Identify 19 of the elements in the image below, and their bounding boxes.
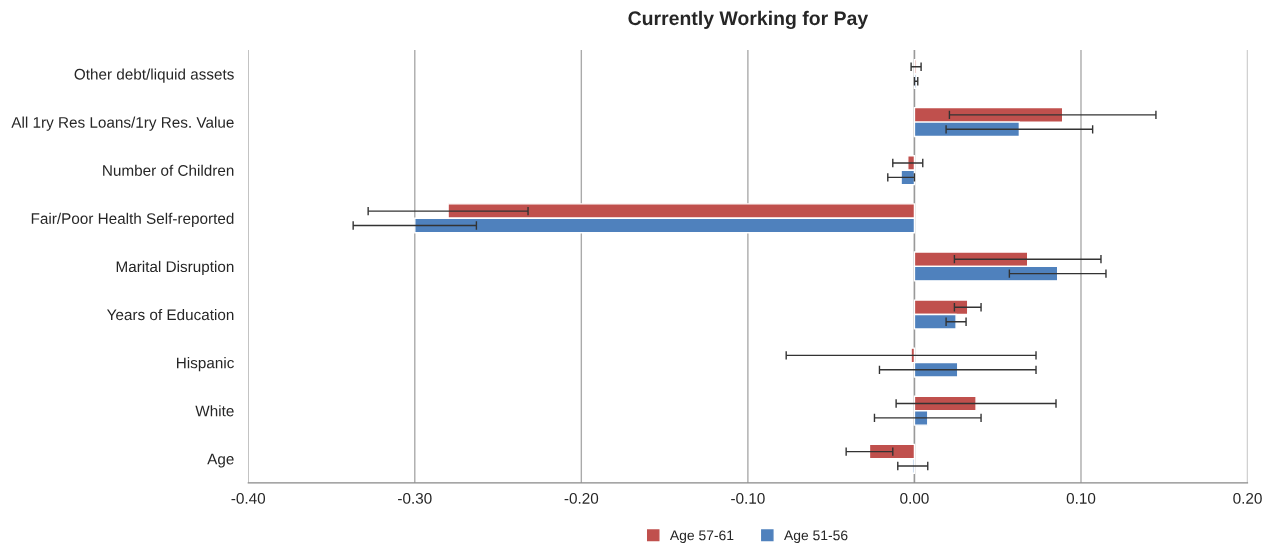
x-tick-label: 0.10: [1066, 492, 1096, 504]
legend-label: Age 57-61: [669, 530, 734, 543]
y-tick-label: Years of Education: [106, 308, 234, 321]
x-tick-label: -0.20: [564, 492, 599, 504]
y-tick-label: Other debt/liquid assets: [74, 68, 234, 83]
y-tick-label: White: [195, 405, 234, 417]
x-tick-label: -0.10: [731, 492, 765, 504]
y-tick-label: Fair/Poor Health Self-reported: [31, 212, 234, 228]
y-tick-label: Hispanic: [177, 357, 234, 372]
x-tick-label: -0.30: [398, 492, 432, 504]
chart-title: Currently Working for Pay: [628, 10, 869, 30]
y-tick-label: Number of Children: [103, 164, 234, 176]
x-tick-label: 0.20: [1233, 492, 1262, 504]
y-tick-label: Age: [207, 453, 234, 468]
y-tick-label: Marital Disruption: [116, 260, 234, 276]
legend-label: Age 51-56: [784, 530, 848, 543]
x-tick-label: 0.00: [900, 492, 929, 504]
x-tick-label: -0.40: [231, 492, 266, 504]
y-tick-label: All 1ry Res Loans/1ry Res. Value: [11, 116, 234, 131]
